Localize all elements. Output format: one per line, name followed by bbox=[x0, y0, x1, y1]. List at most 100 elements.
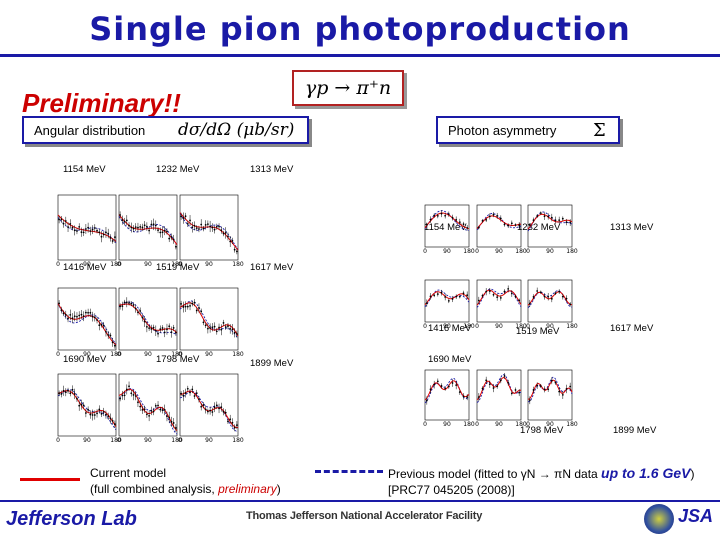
angular-panel: 0 90 180 bbox=[117, 194, 183, 268]
asymmetry-panel: 0 90 180 bbox=[423, 279, 475, 330]
data-point bbox=[227, 325, 229, 328]
asym-energy-label: 1232 MeV bbox=[517, 222, 561, 233]
data-point bbox=[166, 230, 168, 233]
data-point bbox=[503, 223, 506, 226]
x-tick-label: 0 bbox=[526, 248, 530, 255]
x-tick-label: 0 bbox=[423, 323, 427, 330]
data-point bbox=[466, 294, 469, 297]
data-point bbox=[231, 328, 234, 331]
data-point bbox=[543, 215, 546, 218]
data-point bbox=[510, 222, 513, 225]
current-model-curve bbox=[57, 214, 117, 242]
previous-model-curve bbox=[424, 289, 470, 308]
data-point bbox=[488, 290, 491, 292]
data-point bbox=[98, 324, 101, 327]
x-tick-label: 180 bbox=[515, 323, 527, 330]
data-point bbox=[481, 294, 484, 297]
data-point bbox=[209, 225, 212, 228]
data-point bbox=[78, 404, 81, 407]
data-point bbox=[58, 218, 61, 221]
data-point bbox=[64, 313, 67, 316]
angular-panel: 0 90 180 bbox=[117, 373, 183, 444]
data-point bbox=[132, 304, 135, 306]
x-tick-label: 0 bbox=[117, 261, 121, 268]
ang-energy-label: 1416 MeV bbox=[63, 262, 107, 273]
data-point bbox=[84, 412, 87, 414]
slide-title: Single pion photoproduction bbox=[89, 10, 631, 48]
x-tick-label: 180 bbox=[171, 261, 183, 268]
data-point bbox=[82, 315, 85, 318]
x-tick-label: 0 bbox=[56, 261, 60, 268]
data-point bbox=[514, 295, 517, 298]
data-point bbox=[198, 398, 200, 401]
plot-frame bbox=[118, 287, 178, 351]
data-point bbox=[233, 426, 236, 429]
data-point bbox=[125, 219, 128, 222]
x-tick-label: 180 bbox=[463, 323, 475, 330]
data-point bbox=[235, 333, 238, 335]
data-point bbox=[180, 215, 183, 218]
data-point bbox=[233, 331, 236, 334]
current-model-curve bbox=[179, 302, 239, 337]
previous-model-curve bbox=[179, 213, 239, 251]
footer-divider bbox=[0, 500, 720, 502]
data-point bbox=[150, 409, 153, 412]
data-point bbox=[550, 379, 553, 382]
data-point bbox=[180, 302, 183, 305]
data-point bbox=[503, 375, 506, 377]
data-point bbox=[429, 218, 432, 221]
angular-panel: 0 90 180 bbox=[56, 373, 122, 444]
data-point bbox=[121, 305, 124, 308]
data-point bbox=[89, 230, 92, 233]
data-point bbox=[93, 227, 96, 229]
data-point bbox=[186, 387, 189, 390]
data-point bbox=[100, 323, 103, 326]
data-point bbox=[60, 218, 63, 221]
x-tick-label: 90 bbox=[546, 248, 554, 255]
data-point bbox=[425, 223, 428, 226]
data-point bbox=[143, 224, 146, 227]
data-point bbox=[215, 330, 218, 333]
data-point bbox=[161, 231, 164, 234]
x-tick-label: 0 bbox=[475, 323, 479, 330]
ang-energy-label: 1313 MeV bbox=[250, 164, 294, 175]
data-point bbox=[128, 224, 130, 227]
data-point bbox=[458, 295, 461, 298]
previous-model-curve bbox=[57, 389, 117, 431]
data-point bbox=[76, 230, 78, 232]
data-point bbox=[561, 295, 564, 298]
data-point bbox=[444, 387, 447, 390]
data-point bbox=[154, 404, 157, 407]
reaction-formula-box: γp → π⁺n bbox=[292, 70, 404, 106]
data-point bbox=[137, 311, 139, 314]
current-model-curve bbox=[179, 390, 239, 428]
data-point bbox=[444, 296, 447, 298]
current-model-curve bbox=[476, 215, 522, 229]
data-point bbox=[195, 309, 198, 312]
data-point bbox=[109, 334, 112, 337]
data-point bbox=[174, 427, 177, 429]
data-point bbox=[111, 341, 114, 344]
data-point bbox=[536, 290, 539, 292]
data-point bbox=[547, 215, 550, 218]
data-point bbox=[496, 215, 499, 217]
x-tick-label: 180 bbox=[566, 248, 578, 255]
data-point bbox=[134, 395, 137, 397]
plot-frame bbox=[179, 287, 239, 351]
data-point bbox=[119, 397, 122, 400]
data-point bbox=[89, 311, 92, 314]
data-point bbox=[69, 222, 72, 225]
data-point bbox=[73, 229, 76, 232]
data-point bbox=[105, 413, 107, 416]
current-model-curve bbox=[476, 376, 522, 401]
data-point bbox=[163, 331, 166, 334]
data-point bbox=[166, 415, 168, 418]
data-point bbox=[78, 225, 81, 228]
data-point bbox=[154, 224, 157, 227]
data-point bbox=[100, 412, 103, 415]
current-model-curve bbox=[179, 212, 239, 251]
data-point bbox=[91, 315, 94, 318]
x-tick-label: 180 bbox=[171, 437, 183, 444]
data-point bbox=[62, 312, 65, 315]
data-point bbox=[157, 404, 159, 407]
